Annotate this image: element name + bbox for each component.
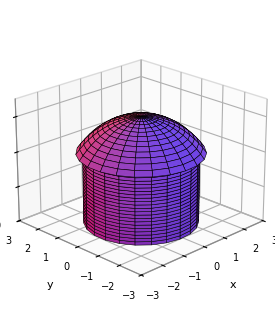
X-axis label: x: x	[229, 280, 236, 290]
Y-axis label: y: y	[46, 280, 53, 290]
